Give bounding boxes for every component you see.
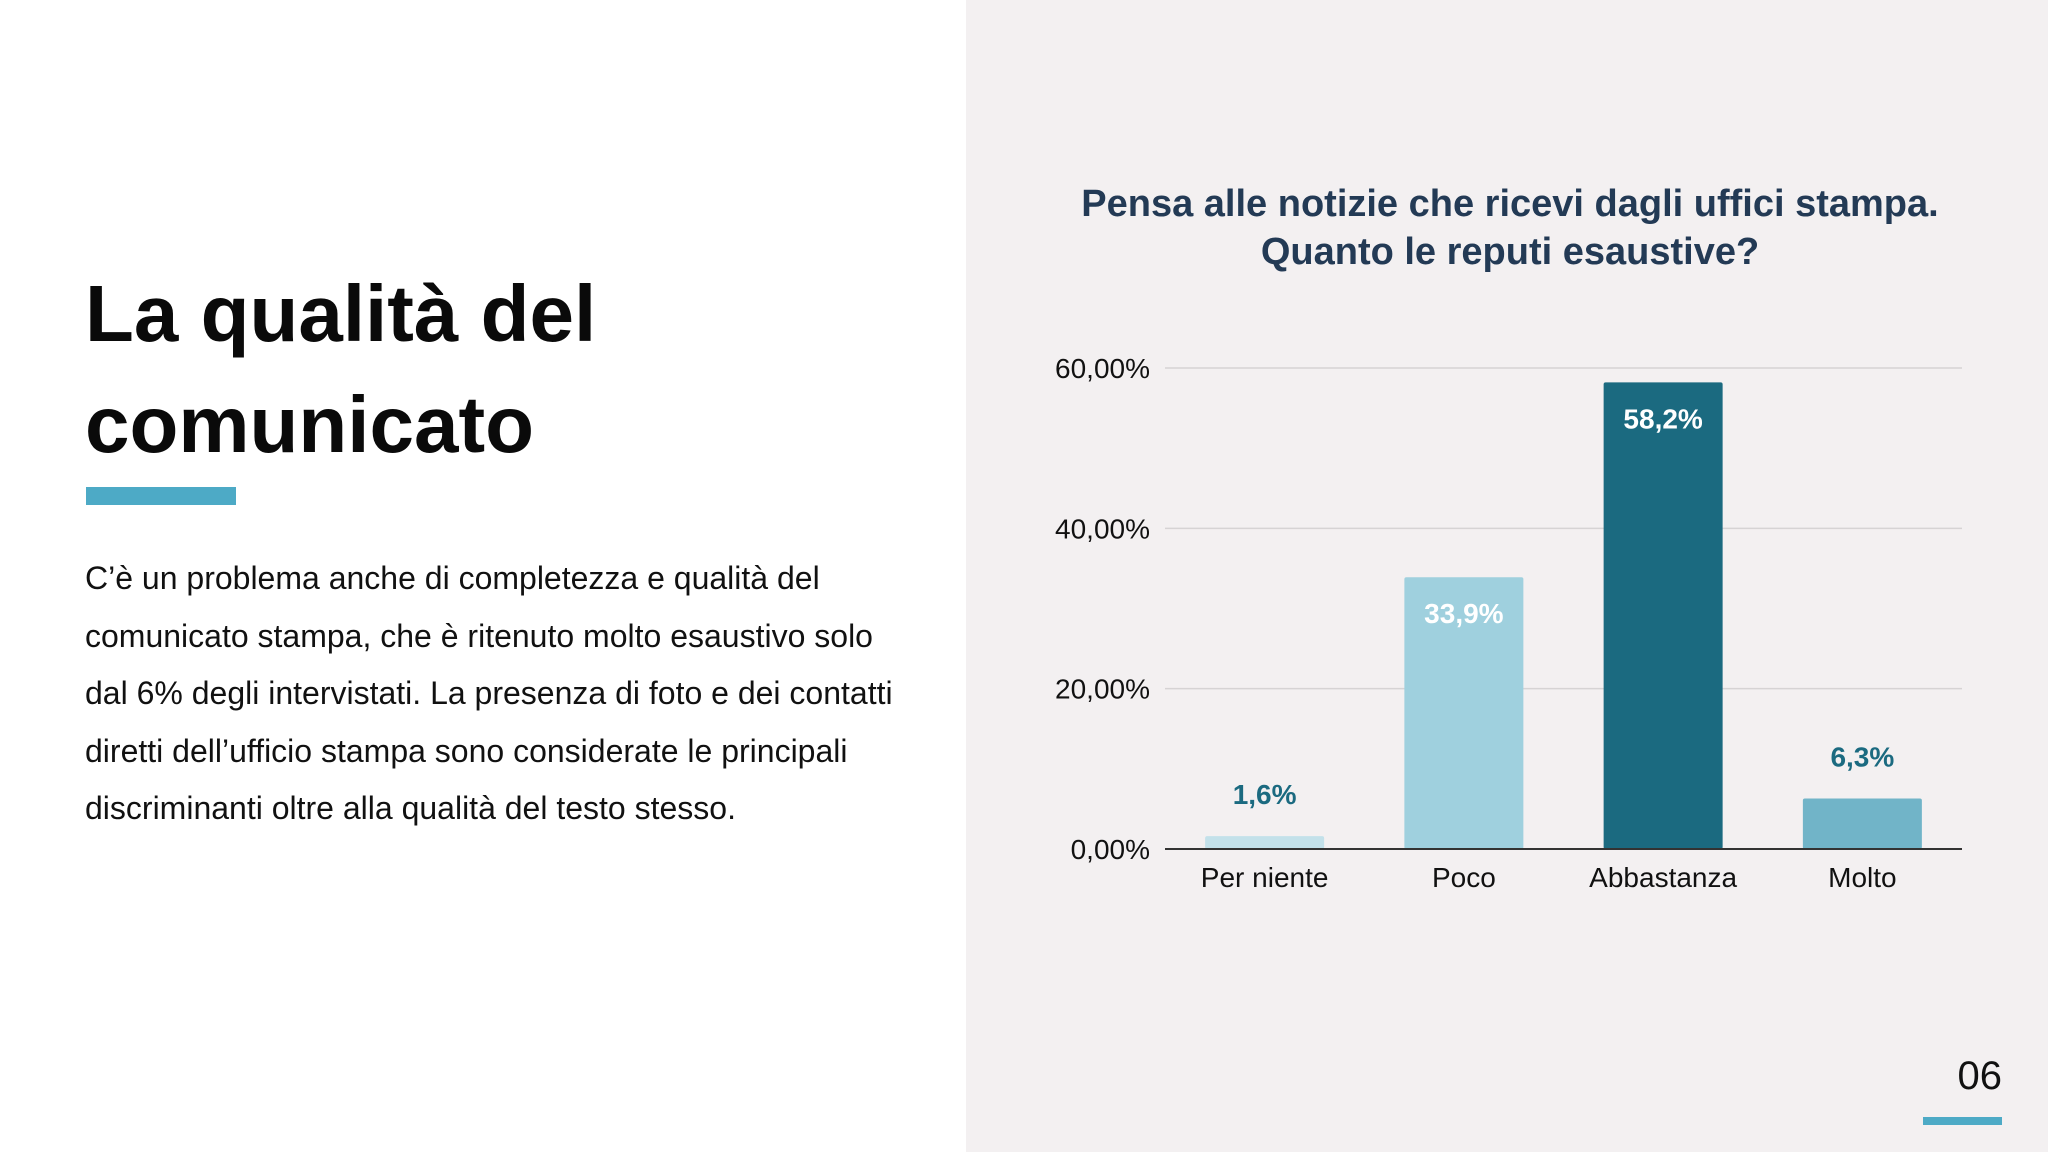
x-tick-label: Abbastanza [1589,862,1737,893]
bar [1205,836,1324,849]
bar [1604,382,1723,849]
y-tick-label: 60,00% [1055,353,1150,384]
slide-title-line-1: La qualità del [85,269,596,358]
x-tick-label: Per niente [1201,862,1329,893]
bar-chart: 0,00% 20,00% 40,00% 60,00% 1,6% Per niente 33,… [1010,340,2010,910]
chart-title-line-2: Quanto le reputi esaustive? [1010,228,2010,276]
page-number: 06 [1920,1054,2002,1099]
data-label: 1,6% [1233,779,1297,810]
slide-title: La qualità del comunicato [85,258,885,480]
x-tick-label: Molto [1828,862,1896,893]
title-accent-bar [86,487,236,505]
y-tick-label: 20,00% [1055,674,1150,705]
data-label: 6,3% [1830,741,1894,772]
chart-title: Pensa alle notizie che ricevi dagli uffi… [1010,180,2010,276]
chart-title-line-1: Pensa alle notizie che ricevi dagli uffi… [1010,180,2010,228]
data-label: 33,9% [1424,598,1503,629]
body-paragraph: C’è un problema anche di completezza e q… [85,550,905,838]
slide-title-line-2: comunicato [85,380,534,469]
data-label: 58,2% [1623,403,1702,434]
y-tick-label: 40,00% [1055,513,1150,544]
bar [1803,798,1922,849]
x-tick-label: Poco [1432,862,1496,893]
y-tick-label: 0,00% [1071,834,1150,865]
page-number-accent-bar [1923,1117,2002,1125]
